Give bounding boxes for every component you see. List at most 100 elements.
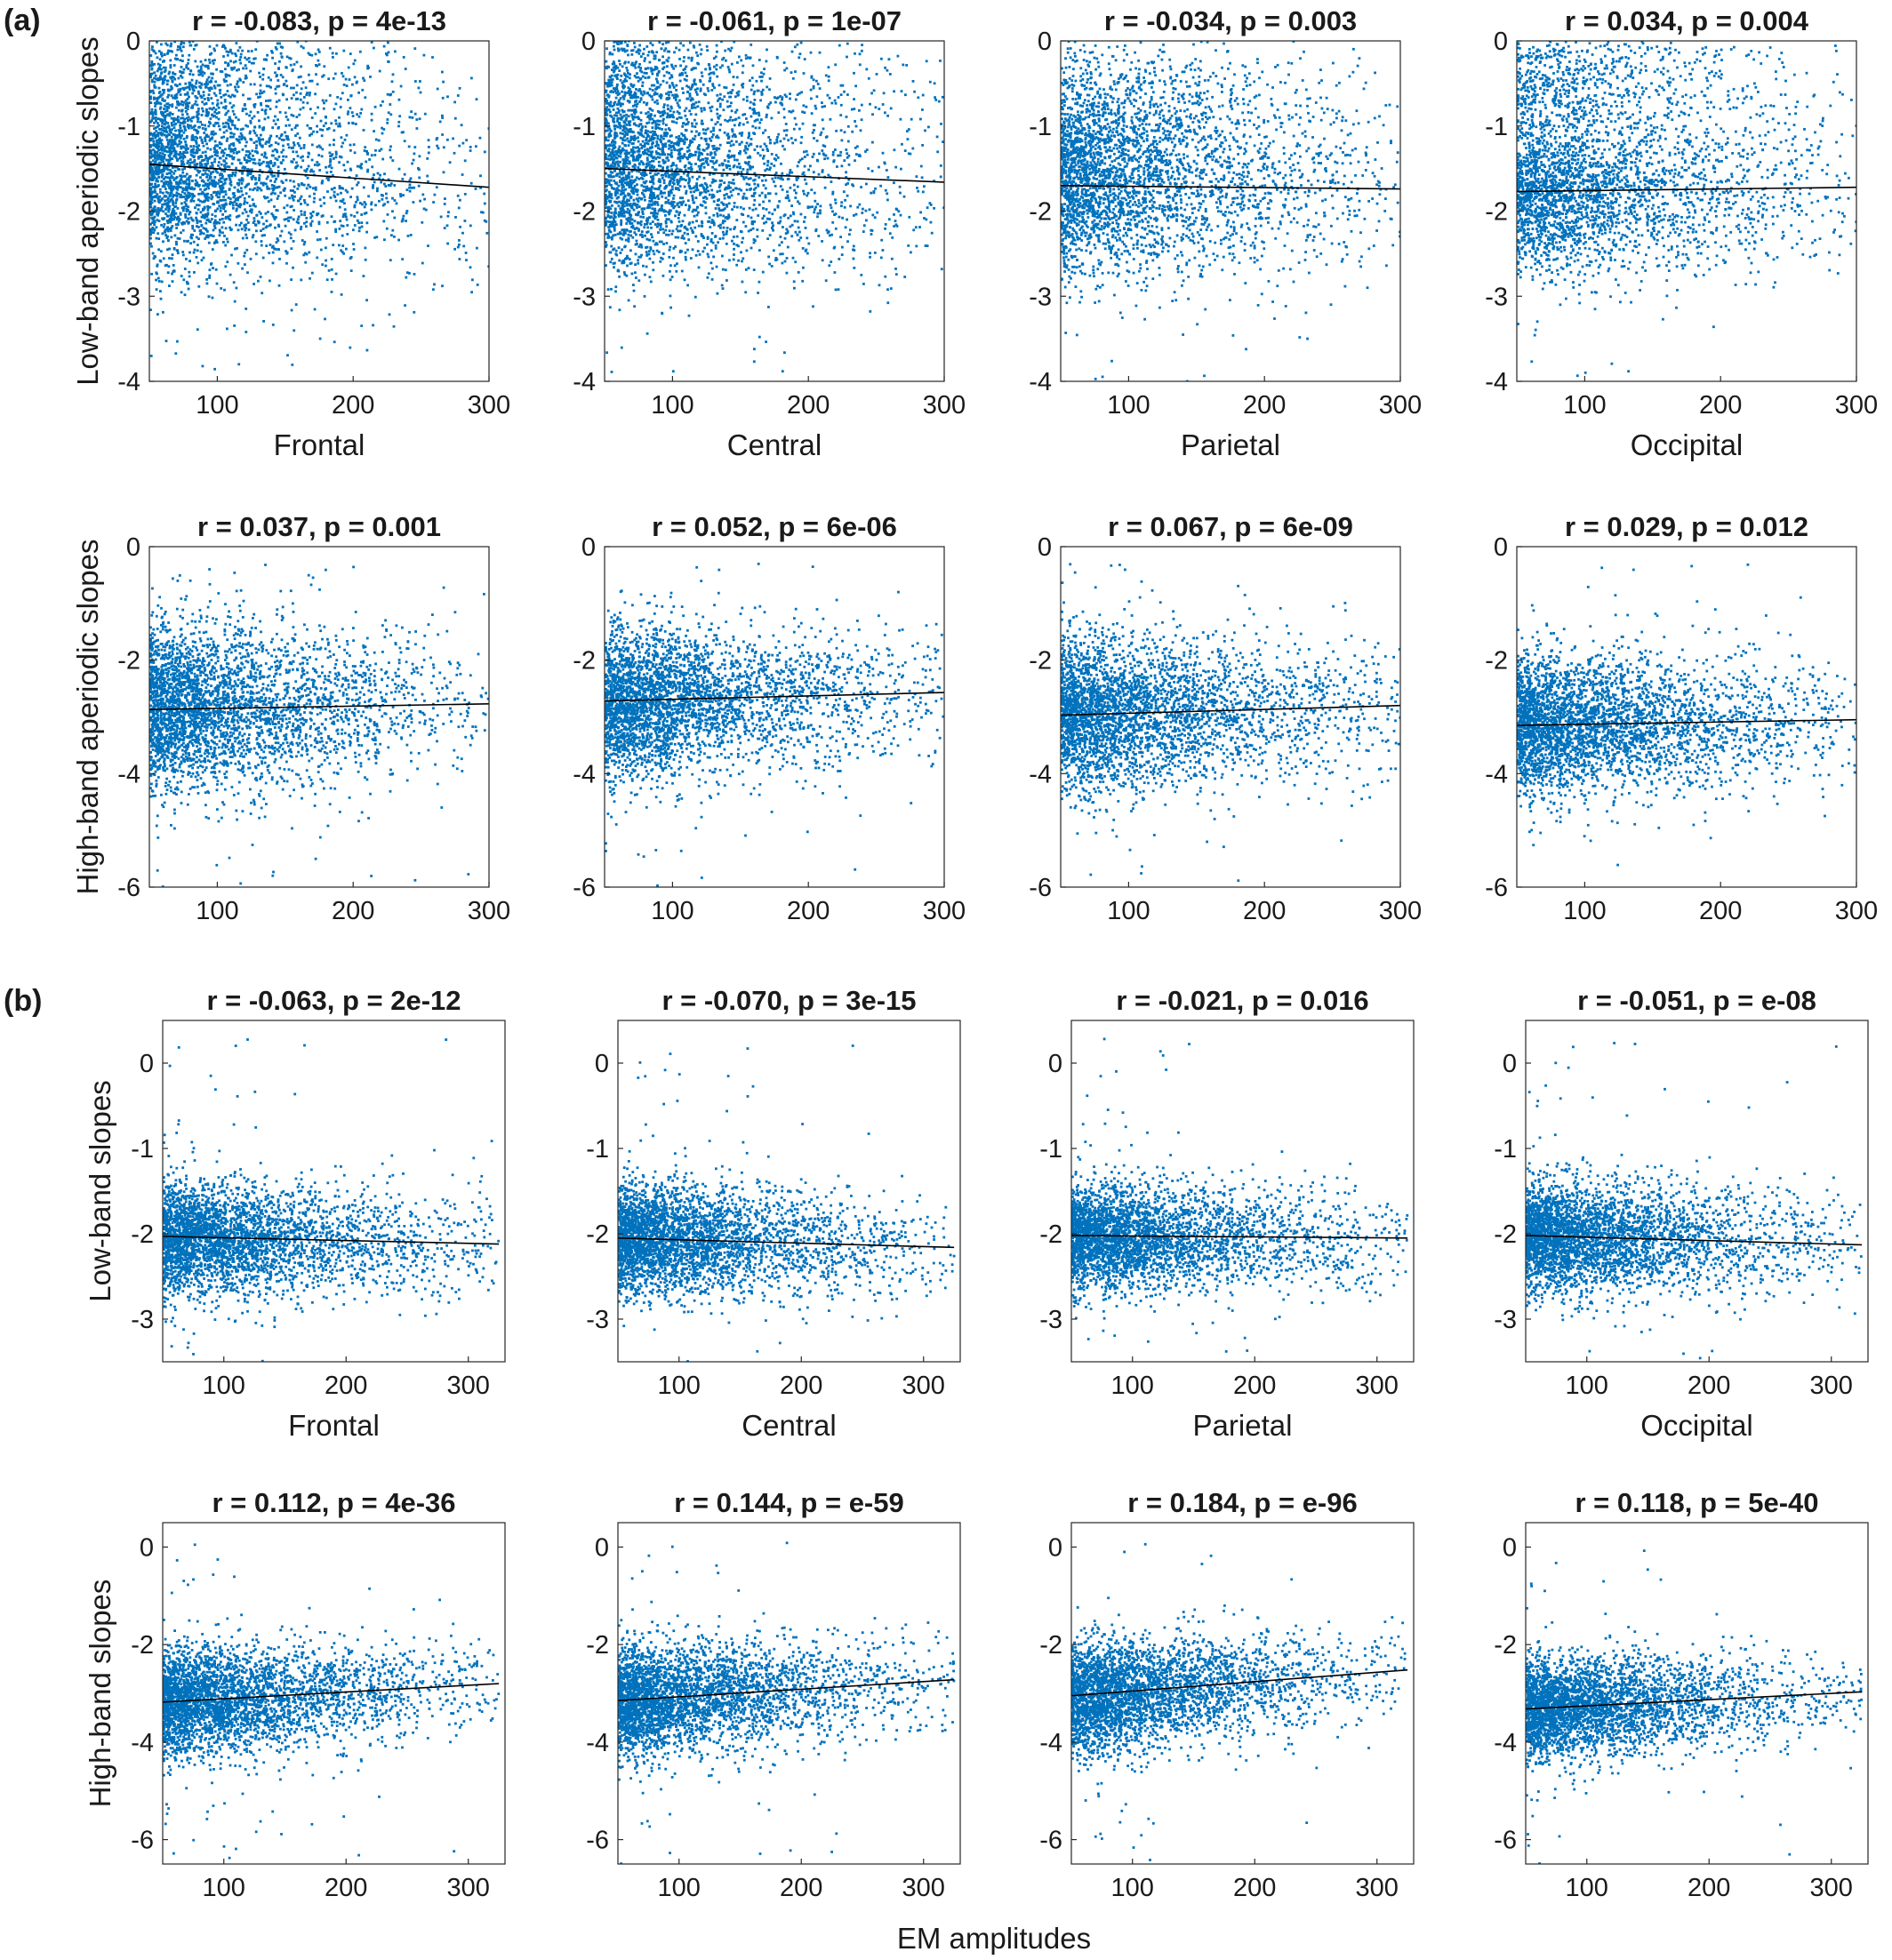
scatter-point xyxy=(172,211,176,214)
scatter-point xyxy=(166,202,170,205)
scatter-point xyxy=(297,215,301,219)
scatter-point xyxy=(333,340,336,344)
scatter-point xyxy=(244,166,247,169)
scatter-point xyxy=(172,140,176,142)
scatter-point xyxy=(248,210,252,212)
scatter-point xyxy=(698,151,701,154)
scatter-point xyxy=(215,241,219,244)
scatter-point xyxy=(224,93,228,96)
scatter-point xyxy=(707,163,710,166)
scatter-point xyxy=(266,175,269,179)
scatter-point xyxy=(232,206,235,210)
scatter-point xyxy=(619,113,622,116)
scatter-point xyxy=(263,109,267,113)
scatter-point xyxy=(293,86,295,90)
scatter-point xyxy=(187,116,190,119)
scatter-point xyxy=(219,88,222,92)
scatter-point xyxy=(748,155,751,158)
scatter-point xyxy=(695,51,698,54)
scatter-point xyxy=(185,66,188,69)
scatter-point xyxy=(159,132,163,136)
scatter-point xyxy=(265,156,269,159)
scatter-point xyxy=(204,84,208,88)
scatter-point xyxy=(233,94,236,98)
scatter-point xyxy=(171,128,173,131)
scatter-point xyxy=(797,200,799,204)
scatter-point xyxy=(405,276,408,279)
scatter-point xyxy=(283,167,286,171)
scatter-point xyxy=(260,229,262,232)
scatter-point xyxy=(169,145,172,148)
scatter-point xyxy=(413,146,417,148)
scatter-point xyxy=(745,249,749,252)
scatter-point xyxy=(383,203,386,206)
scatter-point xyxy=(804,227,807,229)
scatter-point xyxy=(225,203,228,206)
scatter-point xyxy=(343,213,347,217)
scatter-point xyxy=(204,136,206,140)
scatter-point xyxy=(370,118,373,122)
scatter-point xyxy=(753,178,757,181)
scatter-point xyxy=(842,190,846,194)
scatter-point xyxy=(726,196,730,198)
scatter-point xyxy=(669,191,673,195)
scatter-point xyxy=(405,212,408,215)
scatter-point xyxy=(310,116,314,119)
scatter-point xyxy=(200,159,204,163)
scatter-point xyxy=(744,268,748,271)
scatter-point xyxy=(321,75,324,78)
scatter-point xyxy=(244,76,247,80)
scatter-point xyxy=(164,199,166,203)
scatter-point xyxy=(610,187,613,189)
scatter-point xyxy=(249,119,253,123)
scatter-point xyxy=(205,78,209,81)
scatter-point xyxy=(639,160,643,163)
scatter-point xyxy=(261,216,264,219)
scatter-point xyxy=(156,313,159,316)
scatter-point xyxy=(627,192,629,196)
scatter-point xyxy=(740,59,743,62)
scatter-point xyxy=(631,116,634,119)
scatter-point xyxy=(623,121,627,124)
scatter-point xyxy=(166,122,170,124)
scatter-point xyxy=(171,157,174,161)
scatter-point xyxy=(341,72,343,75)
scatter-point xyxy=(212,171,214,173)
scatter-point xyxy=(704,140,708,142)
scatter-point xyxy=(627,218,630,221)
scatter-point xyxy=(200,192,203,196)
scatter-point xyxy=(191,154,194,157)
scatter-point xyxy=(935,135,939,139)
scatter-point xyxy=(159,297,163,300)
scatter-point xyxy=(412,201,415,204)
scatter-point xyxy=(185,280,188,284)
scatter-point xyxy=(697,133,701,137)
scatter-point xyxy=(167,239,170,243)
scatter-point xyxy=(613,137,616,140)
scatter-point xyxy=(869,252,871,255)
scatter-point xyxy=(441,284,444,288)
scatter-point xyxy=(625,222,629,225)
scatter-point xyxy=(923,217,926,220)
scatter-point xyxy=(217,164,220,167)
scatter-point xyxy=(661,204,663,207)
scatter-point xyxy=(296,142,300,145)
scatter-point xyxy=(716,112,719,116)
scatter-point xyxy=(224,107,228,110)
scatter-point xyxy=(302,253,306,257)
scatter-point xyxy=(372,176,374,180)
scatter-point xyxy=(731,119,734,122)
scatter-point xyxy=(622,228,626,231)
scatter-point xyxy=(287,220,290,222)
scatter-point xyxy=(156,213,159,217)
scatter-point xyxy=(150,60,154,63)
scatter-point xyxy=(165,135,168,138)
scatter-point xyxy=(614,285,618,289)
scatter-point xyxy=(188,126,190,130)
scatter-point xyxy=(179,126,182,130)
scatter-point xyxy=(683,231,686,235)
scatter-point xyxy=(203,165,206,169)
scatter-point xyxy=(695,130,698,133)
scatter-point xyxy=(681,234,685,237)
scatter-point xyxy=(166,229,170,233)
